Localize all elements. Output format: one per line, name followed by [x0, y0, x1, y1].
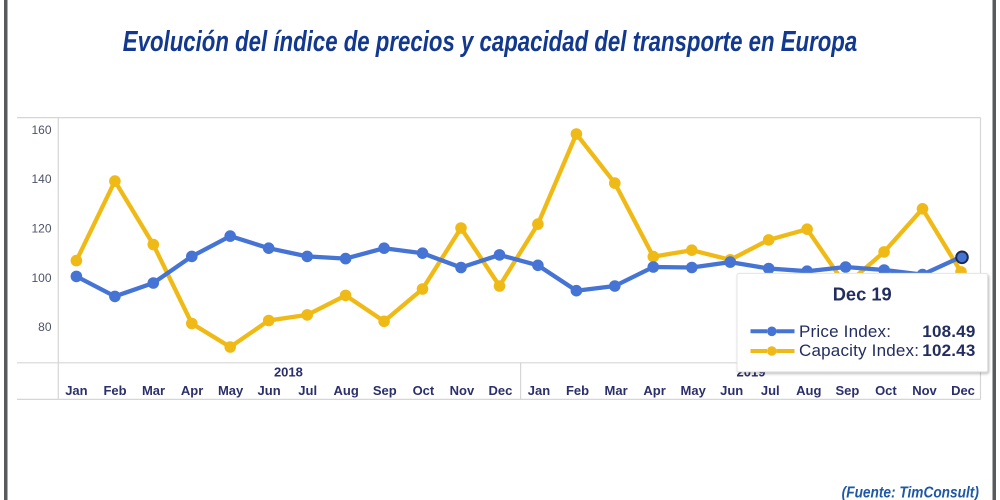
svg-text:Jan: Jan: [528, 383, 550, 398]
svg-text:Apr: Apr: [181, 383, 203, 398]
svg-text:120: 120: [31, 222, 51, 236]
svg-text:Evolución del índice de precio: Evolución del índice de precios y capaci…: [123, 26, 857, 57]
svg-text:Aug: Aug: [796, 383, 821, 398]
svg-text:May: May: [218, 383, 244, 398]
svg-text:Jul: Jul: [298, 383, 317, 398]
svg-text:2018: 2018: [274, 364, 303, 379]
svg-text:Sep: Sep: [373, 383, 397, 398]
svg-text:Jan: Jan: [65, 383, 87, 398]
svg-text:Dec: Dec: [951, 383, 975, 398]
svg-text:Dec: Dec: [488, 383, 512, 398]
svg-text:Jul: Jul: [761, 383, 780, 398]
svg-text:May: May: [681, 383, 707, 398]
svg-text:Oct: Oct: [413, 383, 435, 398]
svg-text:Apr: Apr: [643, 383, 665, 398]
svg-text:Price Index:: Price Index:: [799, 322, 891, 341]
svg-text:Feb: Feb: [103, 383, 126, 398]
svg-text:Sep: Sep: [835, 383, 859, 398]
svg-text:160: 160: [31, 123, 51, 137]
svg-text:100: 100: [31, 271, 51, 285]
svg-text:Dec 19: Dec 19: [833, 284, 892, 305]
svg-text:Nov: Nov: [450, 383, 475, 398]
svg-text:Oct: Oct: [875, 383, 897, 398]
svg-text:Mar: Mar: [142, 383, 165, 398]
svg-text:Jun: Jun: [258, 383, 281, 398]
svg-text:Aug: Aug: [334, 383, 359, 398]
svg-text:Capacity Index:: Capacity Index:: [799, 341, 919, 360]
svg-text:Mar: Mar: [605, 383, 628, 398]
svg-text:80: 80: [38, 320, 52, 334]
svg-text:108.49: 108.49: [922, 322, 975, 341]
svg-text:140: 140: [31, 172, 51, 186]
svg-text:Jun: Jun: [720, 383, 743, 398]
svg-text:Feb: Feb: [566, 383, 589, 398]
svg-text:(Fuente: TimConsult): (Fuente: TimConsult): [842, 485, 979, 500]
svg-text:Nov: Nov: [912, 383, 937, 398]
svg-text:102.43: 102.43: [922, 341, 975, 360]
